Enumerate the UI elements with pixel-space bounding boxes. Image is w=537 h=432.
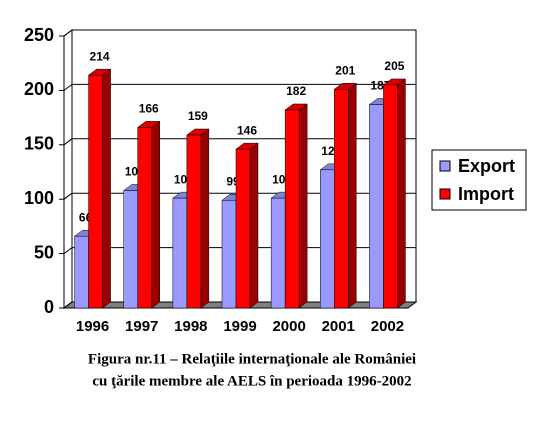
y-tick-label: 100	[24, 188, 54, 208]
y-tick-label: 0	[44, 297, 54, 317]
legend-swatch	[439, 160, 451, 172]
bar	[172, 197, 188, 309]
bar-side	[151, 120, 160, 309]
value-label: 205	[384, 59, 404, 73]
legend-box	[431, 149, 527, 211]
value-label: 159	[188, 109, 208, 123]
legend-label: Import	[458, 184, 514, 204]
value-label: 166	[139, 102, 159, 116]
x-tick-label: 1997	[125, 318, 158, 335]
bar	[235, 148, 251, 309]
legend-swatch	[439, 188, 451, 200]
legend-label: Export	[458, 156, 515, 176]
bar-side	[298, 103, 308, 309]
x-tick-label: 1999	[223, 318, 256, 335]
y-tick-label: 200	[24, 79, 54, 99]
bar-side	[397, 78, 406, 309]
bar	[383, 84, 398, 309]
caption-line: cu ţările membre ale AELS în perioada 19…	[92, 373, 411, 389]
grid-line	[63, 247, 73, 255]
bar	[369, 104, 384, 309]
bar-side	[249, 142, 259, 309]
x-tick-label: 2001	[322, 318, 355, 335]
x-tick-label: 2000	[272, 318, 305, 335]
caption-line: Figura nr.11 – Relaţiile internaţionale …	[88, 351, 416, 367]
bar-side	[348, 82, 357, 309]
y-tick-label: 250	[24, 25, 54, 45]
value-label: 182	[286, 84, 306, 98]
x-tick-label: 2002	[371, 318, 404, 335]
bar	[74, 235, 89, 309]
bar	[137, 127, 152, 309]
bar-side	[200, 128, 210, 309]
bar	[123, 190, 138, 309]
bar-side	[102, 68, 111, 309]
side-wall	[63, 29, 73, 309]
y-tick-label: 50	[34, 242, 54, 262]
grid-line	[63, 192, 73, 200]
x-tick-label: 1998	[174, 318, 207, 335]
bar	[284, 109, 300, 309]
x-tick-label: 1996	[76, 318, 109, 335]
grid-line	[63, 138, 73, 146]
bar	[186, 134, 202, 309]
bar	[221, 200, 237, 309]
y-tick-label: 150	[24, 134, 54, 154]
grid-line	[63, 29, 73, 37]
grid-line	[63, 301, 73, 309]
value-label: 201	[335, 63, 355, 77]
grid-line	[63, 84, 73, 91]
bar	[88, 74, 103, 309]
bar	[320, 169, 335, 309]
value-label: 214	[90, 49, 110, 63]
bar	[270, 197, 286, 309]
value-label: 146	[237, 123, 257, 137]
bar	[334, 89, 349, 309]
